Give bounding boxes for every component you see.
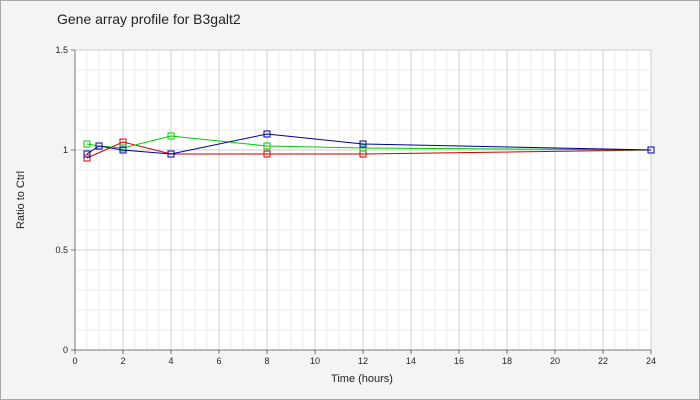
y-tick-label: 0 bbox=[63, 345, 68, 355]
data-point bbox=[167, 132, 175, 140]
series-line bbox=[86, 141, 652, 159]
data-point bbox=[359, 140, 367, 148]
data-point bbox=[263, 142, 271, 150]
data-point bbox=[167, 150, 175, 158]
data-point bbox=[119, 146, 127, 154]
x-tick-label: 12 bbox=[358, 356, 368, 366]
x-axis-label: Time (hours) bbox=[331, 373, 393, 385]
x-tick-label: 4 bbox=[168, 356, 173, 366]
x-tick-label: 10 bbox=[310, 356, 320, 366]
x-tick-label: 6 bbox=[216, 356, 221, 366]
data-point bbox=[263, 150, 271, 158]
chart-title: Gene array profile for B3galt2 bbox=[57, 11, 241, 27]
y-tick-label: 1 bbox=[63, 145, 68, 155]
series-3 bbox=[83, 130, 655, 158]
data-point bbox=[263, 130, 271, 138]
x-tick-label: 18 bbox=[502, 356, 512, 366]
x-tick-label: 16 bbox=[454, 356, 464, 366]
x-tick-label: 24 bbox=[646, 356, 656, 366]
x-tick-label: 20 bbox=[550, 356, 560, 366]
x-tick-label: 0 bbox=[72, 356, 77, 366]
y-tick-label: 0.5 bbox=[55, 245, 68, 255]
data-point bbox=[83, 154, 91, 162]
x-tick-label: 22 bbox=[598, 356, 608, 366]
y-tick-label: 1.5 bbox=[55, 45, 68, 55]
x-tick-label: 14 bbox=[406, 356, 416, 366]
data-point bbox=[83, 140, 91, 148]
x-tick-label: 8 bbox=[264, 356, 269, 366]
data-point bbox=[83, 150, 91, 158]
series-line bbox=[86, 133, 652, 155]
data-point bbox=[647, 146, 655, 154]
data-point bbox=[95, 142, 103, 150]
axes bbox=[71, 49, 652, 354]
x-tick-label: 2 bbox=[120, 356, 125, 366]
data-series bbox=[83, 130, 655, 162]
data-point bbox=[359, 144, 367, 152]
